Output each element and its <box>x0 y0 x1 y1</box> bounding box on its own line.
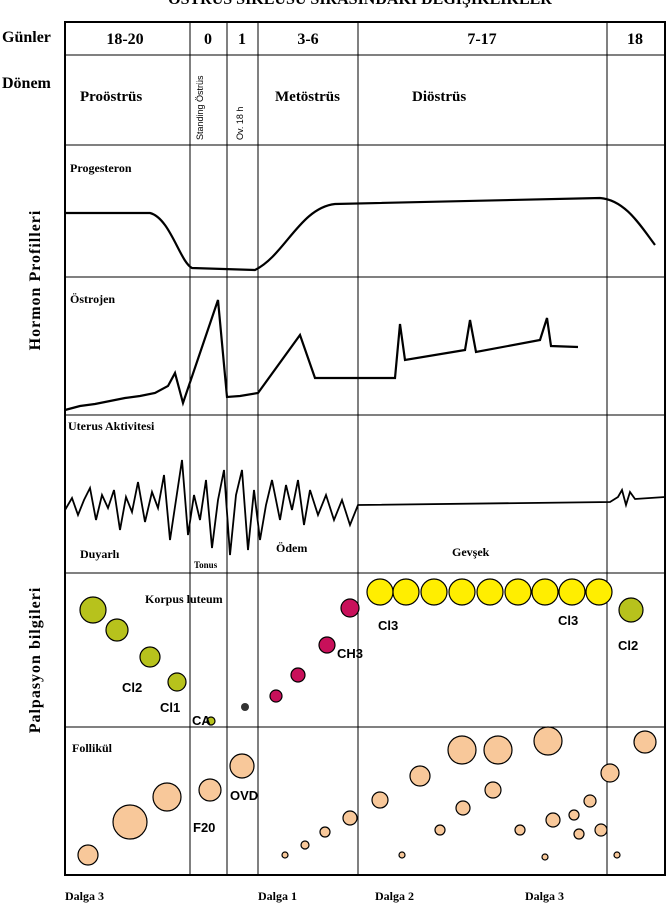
uterus-note: Gevşek <box>452 545 490 559</box>
day: 0 <box>204 31 212 48</box>
period: Diöstrüs <box>412 89 466 105</box>
corpus-label: Cl3 <box>378 618 398 633</box>
day: 1 <box>238 31 246 48</box>
side-label: Palpasyon bilgileri <box>27 587 44 734</box>
corpus-label: Cl2 <box>122 680 142 695</box>
progesterone-curve <box>65 196 656 272</box>
corpus-label: Cl2 <box>618 638 638 653</box>
row-label: Dönem <box>2 75 52 92</box>
grid <box>64 21 666 876</box>
follicle-shapes <box>77 726 657 866</box>
uterus-note: Tonus <box>194 560 218 570</box>
follicle-label: F20 <box>193 820 215 835</box>
panel-label: Östrojen <box>70 292 115 306</box>
corpus-label: Cl3 <box>558 613 578 628</box>
estrogen-curve <box>64 299 579 412</box>
day: 18-20 <box>106 31 143 48</box>
follicle-label: OVD <box>230 788 258 803</box>
side-label: Hormon Profilleri <box>27 210 44 351</box>
uterus-note: Ödem <box>276 541 307 555</box>
panel-label: Follikül <box>72 741 113 755</box>
uterus-curve <box>64 459 666 556</box>
corpus-label: CH3 <box>337 646 363 661</box>
day: 3-6 <box>297 31 318 48</box>
day: 18 <box>627 31 643 48</box>
period: Ov. 18 h <box>235 107 245 140</box>
wave-label: Dalga 1 <box>258 889 297 903</box>
corpus-label: CA <box>192 713 211 728</box>
corpus-luteum-shapes <box>79 578 644 726</box>
period: Metöstrüs <box>275 89 340 105</box>
day: 7-17 <box>467 31 496 48</box>
wave-label: Dalga 3 <box>65 889 104 903</box>
title: ÖSTRUS SİKLUSU SIRASINDAKİ DEĞİŞİKLİKLER <box>168 0 552 8</box>
panel-label: Korpus luteum <box>145 592 223 606</box>
corpus-label: Cl1 <box>160 700 180 715</box>
panel-label: Progesteron <box>70 161 132 175</box>
wave-label: Dalga 2 <box>375 889 414 903</box>
wave-label: Dalga 3 <box>525 889 564 903</box>
uterus-note: Duyarlı <box>80 547 120 561</box>
period: Standing Östrüs <box>195 75 205 140</box>
panel-label: Uterus Aktivitesi <box>68 419 155 433</box>
period: Proöstrüs <box>80 89 142 105</box>
row-label: Günler <box>2 29 51 46</box>
